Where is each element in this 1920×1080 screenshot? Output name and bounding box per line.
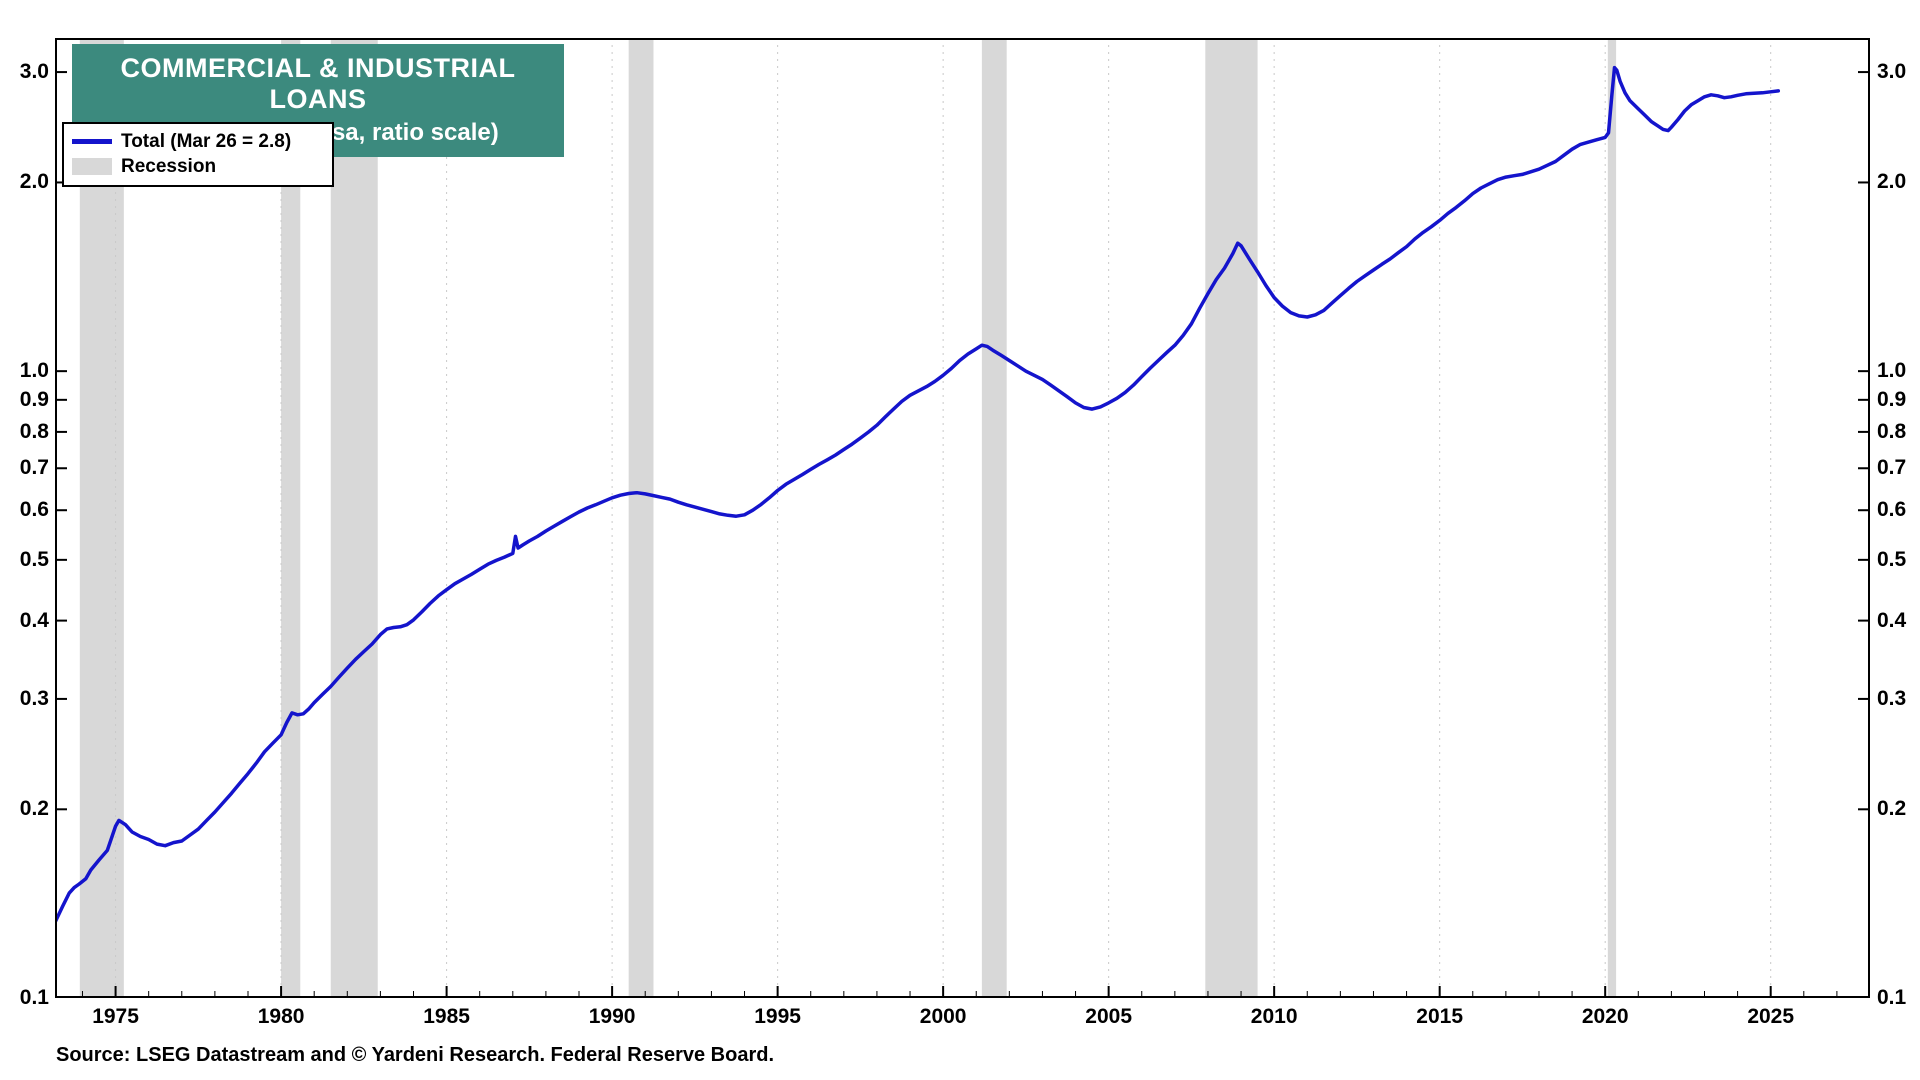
y-axis-label-left: 0.9 (19, 387, 49, 411)
recession-band (1205, 38, 1258, 998)
legend-item-total: Total (Mar 26 = 2.8) (72, 129, 324, 154)
y-axis-label-left: 2.0 (19, 170, 49, 194)
y-axis-label-right: 0.4 (1877, 608, 1907, 632)
y-axis-label-left: 0.7 (19, 456, 49, 480)
y-axis-label-right: 0.9 (1877, 387, 1907, 411)
legend-item-recession: Recession (72, 154, 324, 179)
legend: Total (Mar 26 = 2.8) Recession (62, 122, 334, 187)
x-axis-label: 1980 (257, 1005, 305, 1028)
total-line-swatch (72, 139, 112, 144)
y-axis-label-left: 0.1 (19, 986, 49, 1009)
recession-band (281, 38, 301, 998)
recession-band (79, 38, 124, 998)
y-axis-label-left: 0.8 (19, 419, 49, 443)
x-axis-label: 1990 (588, 1005, 636, 1028)
y-axis-label-right: 0.5 (1877, 547, 1907, 571)
legend-total-label: Total (Mar 26 = 2.8) (121, 130, 292, 152)
x-axis-label: 2000 (919, 1005, 967, 1028)
x-axis-label: 1975 (92, 1005, 139, 1028)
y-axis-label-right: 0.3 (1877, 686, 1907, 710)
y-axis-label-left: 0.6 (19, 498, 49, 522)
source-attribution: Source: LSEG Datastream and © Yardeni Re… (56, 1044, 774, 1066)
chart-title: COMMERCIAL & INDUSTRIAL LOANS (120, 53, 516, 114)
x-axis-label: 2015 (1416, 1005, 1464, 1028)
x-axis-label: 1995 (754, 1005, 801, 1028)
recession-band (1607, 38, 1617, 998)
y-axis-label-right: 0.7 (1877, 456, 1907, 480)
x-axis-label: 2010 (1250, 1005, 1298, 1028)
y-axis-label-left: 0.5 (19, 547, 49, 571)
x-axis-label: 2025 (1747, 1005, 1795, 1028)
y-axis-label-right: 2.0 (1877, 170, 1907, 194)
recession-band (628, 38, 654, 998)
y-axis-label-left: 0.3 (19, 686, 49, 710)
y-axis-label-left: 1.0 (19, 359, 49, 383)
y-axis-label-right: 1.0 (1877, 359, 1907, 383)
recession-band (330, 38, 378, 998)
plot-frame (55, 38, 1870, 998)
legend-recession-label: Recession (121, 155, 217, 177)
x-axis-label: 2005 (1085, 1005, 1132, 1028)
y-axis-label-right: 0.6 (1877, 498, 1907, 522)
recession-swatch (72, 158, 112, 175)
plot-area (55, 38, 1870, 998)
y-axis-label-right: 0.1 (1877, 986, 1907, 1009)
y-axis-label-left: 0.4 (19, 608, 49, 632)
total-series-line (55, 65, 1781, 925)
y-axis-label-right: 0.2 (1877, 797, 1907, 821)
x-axis-label: 1985 (423, 1005, 470, 1028)
y-axis-label-left: 3.0 (19, 60, 49, 84)
y-axis-label-right: 0.8 (1877, 419, 1907, 443)
recession-band (981, 38, 1007, 998)
y-axis-label-right: 3.0 (1877, 60, 1907, 84)
x-axis-label: 2020 (1581, 1005, 1629, 1028)
y-axis-label-left: 0.2 (19, 797, 49, 821)
